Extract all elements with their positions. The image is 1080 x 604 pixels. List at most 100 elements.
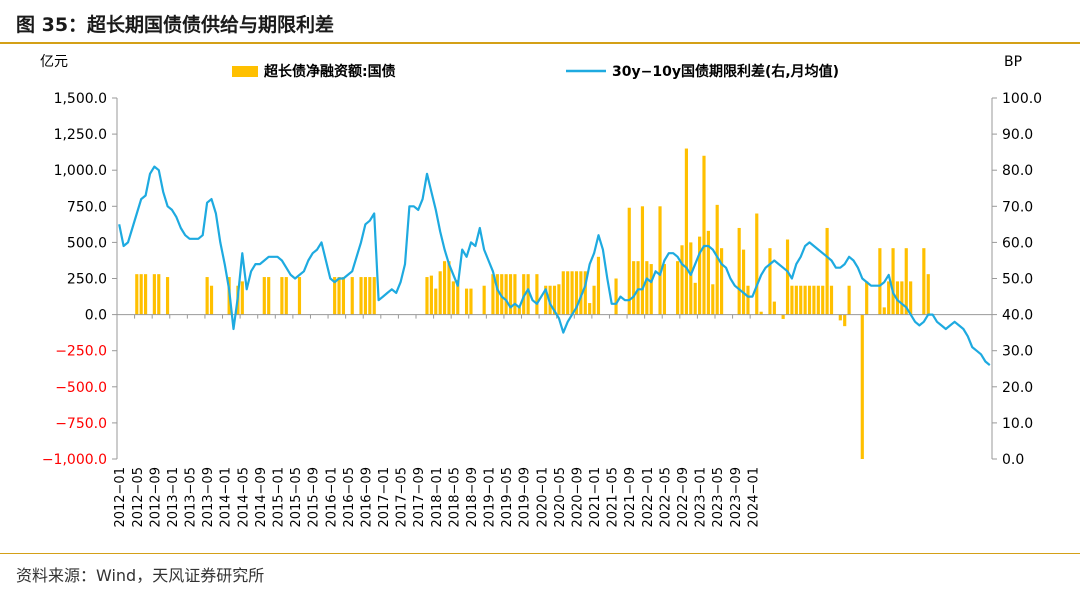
bar-net-financing bbox=[535, 274, 539, 315]
bar-net-financing bbox=[152, 274, 156, 315]
bar-net-financing bbox=[491, 274, 495, 315]
bar-net-financing bbox=[843, 314, 847, 327]
bar-net-financing bbox=[438, 271, 442, 315]
bar-net-financing bbox=[640, 206, 645, 315]
bar-net-financing bbox=[513, 274, 517, 315]
bar-net-financing bbox=[508, 274, 513, 315]
x-tick-label: 2015−01 bbox=[271, 467, 286, 528]
left-tick-label: 750.0 bbox=[67, 199, 107, 215]
left-axis-unit: 亿元 bbox=[40, 54, 68, 70]
bar-net-financing bbox=[781, 314, 785, 319]
x-tick-label: 2020−01 bbox=[535, 467, 550, 528]
right-tick-label: 100.0 bbox=[1002, 91, 1042, 107]
right-tick-label: 90.0 bbox=[1002, 127, 1033, 143]
x-tick-label: 2017−01 bbox=[377, 467, 392, 528]
x-tick-label: 2019−01 bbox=[483, 467, 498, 528]
bar-net-financing bbox=[434, 288, 438, 315]
x-tick-label: 2022−09 bbox=[676, 467, 691, 528]
x-tick-label: 2012−09 bbox=[148, 467, 163, 528]
bar-net-financing bbox=[588, 303, 592, 315]
bar-net-financing bbox=[464, 288, 469, 315]
bar-net-financing bbox=[715, 204, 719, 315]
bar-net-financing bbox=[900, 281, 904, 315]
bar-net-financing bbox=[878, 248, 882, 315]
bar-net-financing bbox=[157, 274, 161, 315]
bar-net-financing bbox=[522, 274, 526, 315]
bar-net-financing bbox=[816, 285, 820, 315]
bar-net-financing bbox=[706, 230, 710, 315]
bar-net-financing bbox=[456, 279, 460, 315]
bar-net-financing bbox=[829, 285, 834, 315]
bar-net-financing bbox=[372, 277, 376, 315]
bar-net-financing bbox=[495, 274, 499, 315]
bar-net-financing bbox=[143, 274, 148, 315]
bar-net-financing bbox=[807, 285, 812, 315]
bar-net-financing bbox=[425, 277, 429, 315]
x-tick-label: 2014−01 bbox=[219, 467, 234, 528]
x-tick-label: 2022−05 bbox=[658, 467, 673, 528]
bar-net-financing bbox=[500, 274, 504, 315]
x-tick-label: 2014−09 bbox=[254, 467, 269, 528]
x-tick-label: 2018−09 bbox=[465, 467, 480, 528]
bar-net-financing bbox=[280, 277, 284, 315]
bar-net-financing bbox=[205, 277, 209, 315]
bar-net-financing bbox=[267, 277, 271, 315]
title-rule bbox=[0, 42, 1080, 44]
x-tick-label: 2023−05 bbox=[711, 467, 726, 528]
bar-net-financing bbox=[891, 248, 895, 315]
left-tick-label: 1,000.0 bbox=[54, 163, 107, 179]
bar-net-financing bbox=[838, 314, 842, 321]
bar-net-financing bbox=[865, 281, 869, 315]
bar-net-financing bbox=[759, 311, 763, 315]
bar-net-financing bbox=[803, 285, 807, 315]
bar-net-financing bbox=[297, 277, 302, 315]
left-tick-label: 500.0 bbox=[67, 235, 107, 251]
legend-bar-label: 超长债净融资额:国债 bbox=[263, 63, 396, 80]
bar-net-financing bbox=[566, 271, 570, 315]
left-tick-label: 1,250.0 bbox=[54, 127, 107, 143]
x-tick-label: 2021−01 bbox=[588, 467, 603, 528]
x-tick-label: 2024−01 bbox=[746, 467, 761, 528]
bar-net-financing bbox=[368, 277, 372, 315]
x-tick-label: 2016−05 bbox=[342, 467, 357, 528]
right-tick-label: 60.0 bbox=[1002, 235, 1033, 251]
bar-net-financing bbox=[209, 285, 214, 315]
right-tick-label: 20.0 bbox=[1002, 380, 1033, 396]
bar-net-financing bbox=[451, 281, 455, 315]
left-tick-label: −500.0 bbox=[55, 380, 107, 396]
bar-net-financing bbox=[139, 274, 143, 315]
x-tick-label: 2020−09 bbox=[570, 467, 585, 528]
x-tick-label: 2023−01 bbox=[694, 467, 709, 528]
bar-net-financing bbox=[645, 261, 649, 315]
x-tick-label: 2019−05 bbox=[500, 467, 515, 528]
right-tick-label: 50.0 bbox=[1002, 272, 1033, 288]
bar-net-financing bbox=[284, 277, 288, 315]
bar-net-financing bbox=[658, 206, 662, 315]
bar-net-financing bbox=[447, 261, 451, 315]
bar-net-financing bbox=[662, 264, 667, 315]
bar-net-financing bbox=[552, 285, 557, 315]
bar-net-financing bbox=[544, 285, 548, 315]
right-tick-label: 30.0 bbox=[1002, 344, 1033, 360]
bar-net-financing bbox=[135, 274, 139, 315]
bar-net-financing bbox=[680, 245, 684, 315]
x-tick-label: 2012−01 bbox=[113, 467, 128, 528]
chart: 亿元 BP 超长债净融资额:国债 30y−10y国债期限利差(右,月均值) 1,500.… bbox=[40, 54, 1042, 528]
x-tick-label: 2014−05 bbox=[236, 467, 251, 528]
left-tick-label: 250.0 bbox=[67, 272, 107, 288]
bar-net-financing bbox=[702, 155, 706, 315]
x-tick-label: 2013−05 bbox=[184, 467, 199, 528]
x-tick-label: 2013−01 bbox=[166, 467, 181, 528]
x-tick-label: 2015−09 bbox=[307, 467, 322, 528]
left-tick-label: 1,500.0 bbox=[54, 91, 107, 107]
x-tick-label: 2018−01 bbox=[430, 467, 445, 528]
bar-net-financing bbox=[341, 277, 346, 315]
bar-net-financing bbox=[583, 271, 587, 315]
bar-net-financing bbox=[526, 274, 530, 315]
bar-net-financing bbox=[737, 227, 741, 315]
source-rule bbox=[0, 553, 1080, 554]
legend-bar-swatch bbox=[232, 66, 258, 77]
bar-net-financing bbox=[649, 264, 653, 315]
bar-net-financing bbox=[482, 285, 486, 315]
left-tick-label: −250.0 bbox=[55, 344, 107, 360]
